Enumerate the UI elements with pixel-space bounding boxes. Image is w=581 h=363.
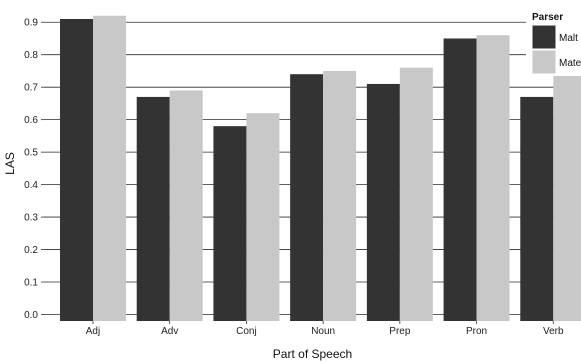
bar-malt-conj [213, 126, 247, 322]
bar-malt-adj [60, 18, 93, 322]
x-axis-title: Part of Speech [273, 347, 352, 361]
y-axis-ticks: 0.0 0.1 0.2 0.3 0.4 0.5 0.6 0.7 0.8 0.9 [24, 18, 44, 321]
x-tick-label: Verb [543, 326, 564, 337]
legend-title: Parser [532, 12, 563, 23]
bar-malt-noun [290, 74, 324, 321]
bar-malt-adv [136, 96, 170, 322]
bar-mate-adj [93, 15, 126, 321]
legend-key-malt [531, 24, 557, 50]
x-tick-label: Pron [466, 326, 487, 337]
x-tick-label: Adv [161, 326, 178, 337]
y-tick-label: 0.1 [24, 278, 38, 289]
bar-mate-verb [553, 74, 581, 321]
bar-mate-pron [476, 35, 510, 321]
bar-mate-adv [169, 90, 203, 322]
y-tick-label: 0.5 [24, 148, 38, 159]
y-tick-label: 0.3 [24, 213, 38, 224]
y-tick-label: 0.2 [24, 245, 38, 256]
bars [60, 15, 581, 322]
bar-malt-verb [520, 96, 554, 322]
y-tick-label: 0.0 [24, 310, 38, 321]
legend-label-mate: Mate [559, 58, 581, 69]
bar-mate-conj [246, 113, 280, 321]
y-axis-title: LAS [3, 152, 17, 175]
legend: Parser Malt Mate [526, 8, 581, 76]
bar-mate-noun [323, 70, 357, 321]
y-tick-label: 0.9 [24, 18, 38, 29]
y-tick-label: 0.4 [24, 180, 38, 191]
bar-mate-prep [399, 67, 433, 321]
bar-malt-prep [366, 83, 400, 321]
y-tick-label: 0.8 [24, 50, 38, 61]
x-axis-ticks: Adj Adv Conj Noun Prep Pron Verb [86, 321, 564, 337]
x-tick-label: Prep [389, 326, 411, 337]
x-tick-label: Adj [86, 326, 100, 337]
legend-label-malt: Malt [559, 33, 578, 44]
legend-key-mate [531, 49, 557, 75]
x-tick-label: Conj [236, 326, 257, 337]
y-tick-label: 0.7 [24, 83, 38, 94]
bar-malt-pron [443, 38, 477, 321]
x-tick-label: Noun [311, 326, 335, 337]
y-tick-label: 0.6 [24, 115, 38, 126]
